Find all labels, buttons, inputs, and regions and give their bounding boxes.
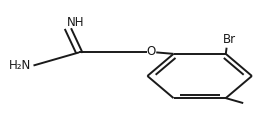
Text: O: O <box>147 45 156 58</box>
Text: Br: Br <box>223 33 236 46</box>
Text: H₂N: H₂N <box>9 59 31 72</box>
Text: NH: NH <box>66 16 84 29</box>
